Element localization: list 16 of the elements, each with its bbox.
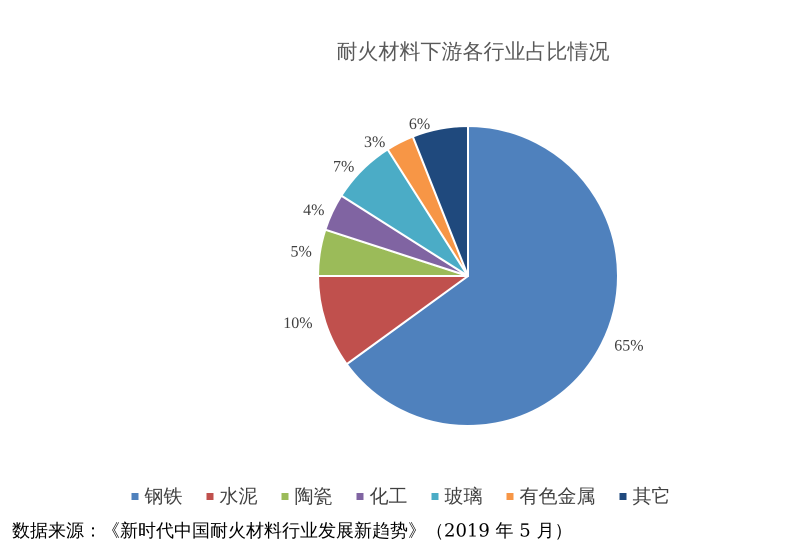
legend-label: 化工 <box>370 486 408 508</box>
legend-label: 有色金属 <box>520 486 596 508</box>
data-label: 5% <box>290 243 312 260</box>
chart-title: 耐火材料下游各行业占比情况 <box>336 40 610 64</box>
data-label: 7% <box>333 158 354 176</box>
data-label: 65% <box>614 337 644 354</box>
data-label: 3% <box>364 134 386 152</box>
data-label: 10% <box>283 315 313 332</box>
legend-label: 陶瓷 <box>294 486 332 508</box>
legend-label: 钢铁 <box>144 486 182 508</box>
legend-label: 其它 <box>632 486 670 508</box>
legend-label: 玻璃 <box>444 486 482 508</box>
data-label: 4% <box>303 202 324 219</box>
legend-label: 水泥 <box>220 486 258 508</box>
source-note: 数据来源：《新时代中国耐火材料行业发展新趋势》（2019 年 5 月） <box>12 520 572 542</box>
data-label: 6% <box>408 116 430 134</box>
